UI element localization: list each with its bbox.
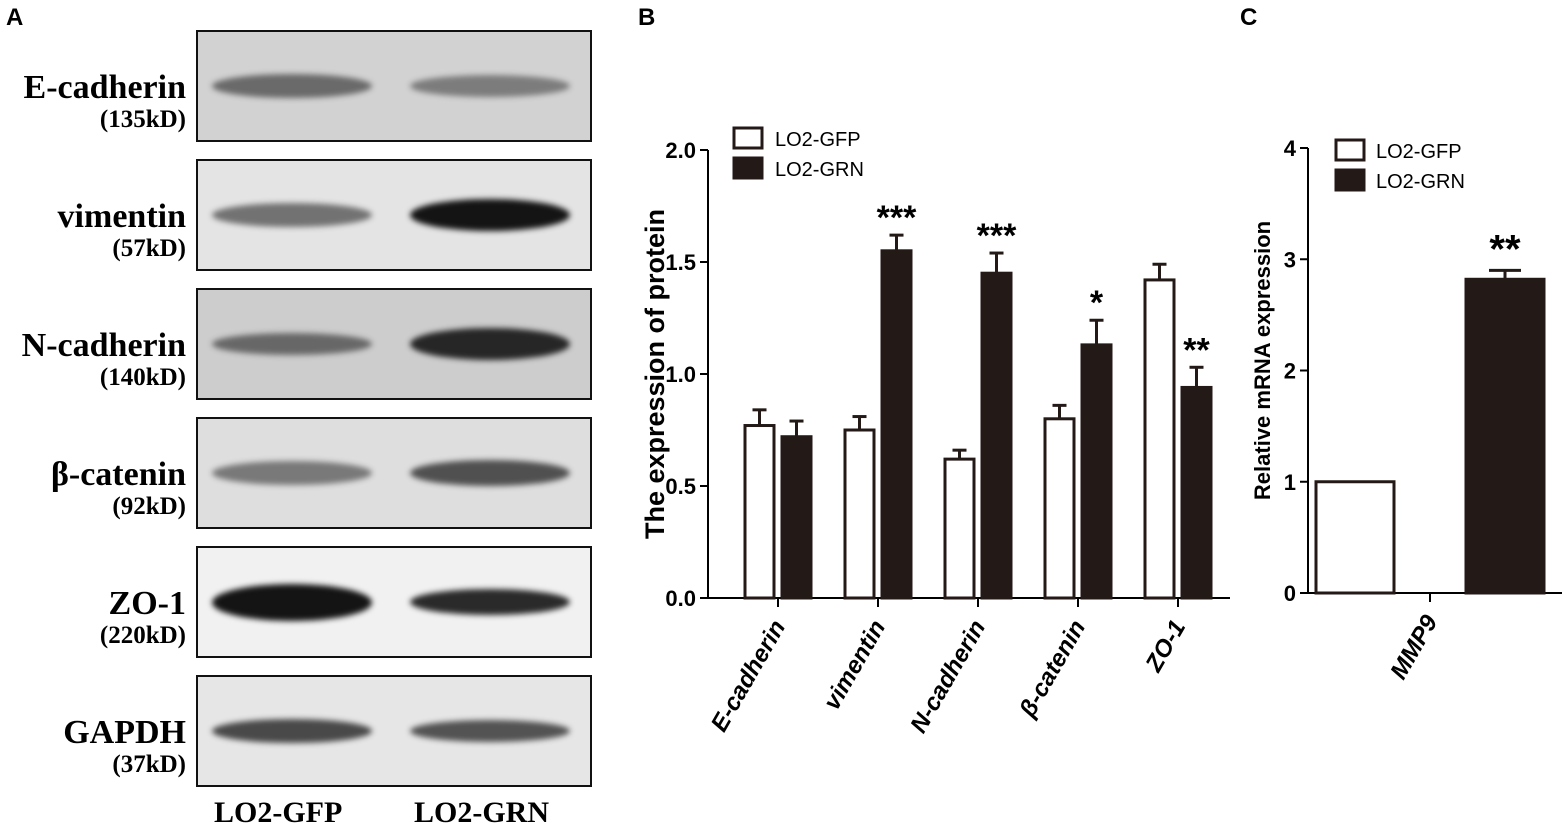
panel-letter-c: C xyxy=(1240,4,1258,31)
y-tick-label: 2 xyxy=(1284,359,1296,384)
blot-protein-name: ZO-1 xyxy=(108,585,186,622)
blot-band xyxy=(212,74,372,98)
x-tick-label: vimentin xyxy=(818,616,891,715)
legend-label: LO2-GRN xyxy=(775,159,864,181)
blot-molecular-weight: (220kD) xyxy=(99,622,186,649)
x-tick-label: ZO-1 xyxy=(1140,616,1191,678)
significance-marker: * xyxy=(1090,284,1104,322)
y-tick-label: 1 xyxy=(1284,470,1296,495)
blot-membrane xyxy=(196,159,592,271)
bar xyxy=(1314,480,1396,595)
bar xyxy=(1143,278,1176,600)
legend-swatch xyxy=(732,156,764,180)
blot-membrane xyxy=(196,30,592,142)
blot-membrane xyxy=(196,417,592,529)
blot-protein-name: vimentin xyxy=(57,198,186,235)
blot-membrane xyxy=(196,546,592,658)
legend-swatch xyxy=(1334,168,1366,192)
significance-marker: ** xyxy=(1183,331,1210,369)
blot-label: N-cadherin (140kD) xyxy=(0,328,186,392)
legend-swatch xyxy=(732,126,764,150)
blot-label: ZO-1 (220kD) xyxy=(0,586,186,650)
blot-molecular-weight: (140kD) xyxy=(99,364,186,391)
lane-label-gfp: LO2-GFP xyxy=(214,796,343,829)
blot-band xyxy=(212,719,372,743)
blot-protein-name: N-cadherin xyxy=(21,327,186,364)
blot-label: β-catenin (92kD) xyxy=(0,457,186,521)
panel-letter-b: B xyxy=(638,4,656,31)
bar xyxy=(843,428,876,600)
legend-label: LO2-GFP xyxy=(775,129,861,151)
legend-swatch xyxy=(1334,138,1366,162)
bar xyxy=(743,424,776,600)
blot-protein-name: E-cadherin xyxy=(23,69,186,106)
protein-expression-chart: 0.0 0.5 1.0 1.5 2.0 The expression of protein… xyxy=(640,126,1230,738)
y-axis-label: Relative mRNA expression xyxy=(1250,221,1275,500)
blot-band xyxy=(410,328,570,360)
blot-protein-name: GAPDH xyxy=(63,714,186,751)
blot-band xyxy=(410,589,570,615)
bar xyxy=(780,435,813,600)
y-tick-label: 1.0 xyxy=(665,362,696,387)
blot-membrane xyxy=(196,288,592,400)
blot-band xyxy=(212,584,372,621)
panel-letter-a: A xyxy=(6,4,24,31)
blot-molecular-weight: (37kD) xyxy=(112,751,186,778)
blot-molecular-weight: (57kD) xyxy=(112,235,186,262)
bar xyxy=(1464,277,1546,595)
x-tick-label: E-cadherin xyxy=(706,616,791,737)
blot-molecular-weight: (135kD) xyxy=(99,106,186,133)
blot-membrane xyxy=(196,675,592,787)
bar xyxy=(980,271,1013,600)
blot-band xyxy=(410,199,570,231)
y-tick-label: 0 xyxy=(1284,581,1296,606)
y-tick-label: 0.0 xyxy=(665,586,696,611)
y-tick-label: 0.5 xyxy=(665,474,696,499)
blot-band xyxy=(212,203,372,227)
significance-marker: *** xyxy=(877,199,917,237)
bar xyxy=(1080,343,1113,600)
significance-marker: ** xyxy=(1489,227,1521,271)
blot-protein-name: β-catenin xyxy=(50,456,186,493)
legend-label: LO2-GFP xyxy=(1376,141,1462,163)
blot-band xyxy=(212,333,372,355)
lane-label-grn: LO2-GRN xyxy=(414,796,549,829)
blot-band xyxy=(410,460,570,486)
y-tick-label: 4 xyxy=(1284,136,1297,161)
blot-band xyxy=(410,720,570,742)
blot-label: GAPDH (37kD) xyxy=(0,715,186,779)
y-axis-label: The expression of protein xyxy=(640,209,670,539)
blot-band xyxy=(410,75,570,97)
bar xyxy=(1043,417,1076,600)
blot-label: vimentin (57kD) xyxy=(0,199,186,263)
bar xyxy=(880,249,913,600)
y-tick-label: 2.0 xyxy=(665,138,696,163)
significance-marker: *** xyxy=(977,217,1017,255)
y-tick-label: 3 xyxy=(1284,247,1296,272)
bar xyxy=(1180,385,1213,600)
x-tick-label: MMP9 xyxy=(1385,610,1443,684)
x-tick-label: β-catenin xyxy=(1014,616,1091,723)
blot-band xyxy=(212,461,372,485)
bar xyxy=(943,457,976,600)
legend-label: LO2-GRN xyxy=(1376,171,1465,193)
blot-molecular-weight: (92kD) xyxy=(112,493,186,520)
x-tick-label: N-cadherin xyxy=(905,616,991,738)
blot-label: E-cadherin (135kD) xyxy=(0,70,186,134)
mmp9-mrna-chart: 0 1 2 3 4 Relative mRNA expression ** MMP9 LO2-G… xyxy=(1250,136,1562,684)
y-tick-label: 1.5 xyxy=(665,250,696,275)
